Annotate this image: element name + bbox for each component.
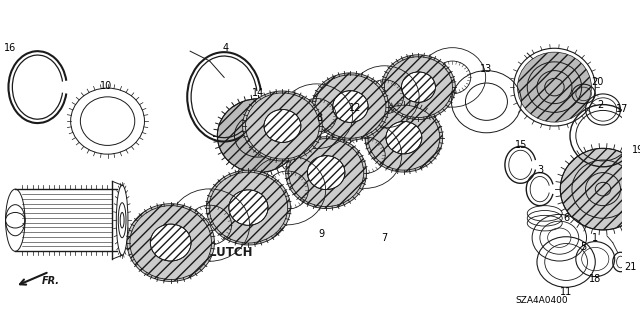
Ellipse shape [127, 204, 214, 281]
Text: 20: 20 [591, 77, 604, 87]
Text: 1: 1 [592, 233, 598, 243]
Ellipse shape [381, 55, 455, 119]
Ellipse shape [218, 99, 299, 173]
Text: 3: 3 [537, 165, 543, 175]
Ellipse shape [264, 109, 301, 143]
Text: 13: 13 [481, 64, 493, 74]
Ellipse shape [150, 224, 191, 261]
Text: FR.: FR. [42, 277, 60, 286]
Text: 4: 4 [223, 43, 229, 53]
Text: 16: 16 [4, 43, 17, 53]
Ellipse shape [307, 156, 345, 189]
Text: 14: 14 [252, 88, 264, 98]
Text: 6: 6 [563, 213, 569, 223]
Ellipse shape [312, 73, 388, 140]
Ellipse shape [206, 170, 291, 245]
Ellipse shape [333, 91, 368, 122]
Ellipse shape [560, 148, 640, 230]
Text: SZA4A0400: SZA4A0400 [516, 296, 568, 305]
Ellipse shape [229, 190, 268, 225]
Text: 10: 10 [99, 81, 112, 91]
Ellipse shape [285, 137, 367, 209]
Ellipse shape [365, 103, 443, 172]
Text: 7: 7 [381, 233, 388, 243]
Ellipse shape [518, 52, 591, 122]
Text: 5: 5 [580, 242, 587, 252]
Ellipse shape [386, 122, 422, 154]
Text: 18: 18 [589, 273, 602, 284]
Text: 11: 11 [560, 287, 572, 297]
Text: 2: 2 [597, 100, 604, 110]
Ellipse shape [243, 91, 323, 161]
Text: 12: 12 [349, 103, 362, 114]
Text: 19: 19 [632, 145, 640, 155]
Text: 15: 15 [515, 140, 527, 151]
Text: 21: 21 [624, 262, 636, 272]
Text: 17: 17 [616, 104, 628, 115]
Text: 9: 9 [318, 229, 324, 239]
Text: LOW CLUTCH: LOW CLUTCH [166, 246, 252, 259]
Ellipse shape [401, 72, 435, 102]
Text: 8: 8 [316, 113, 323, 123]
